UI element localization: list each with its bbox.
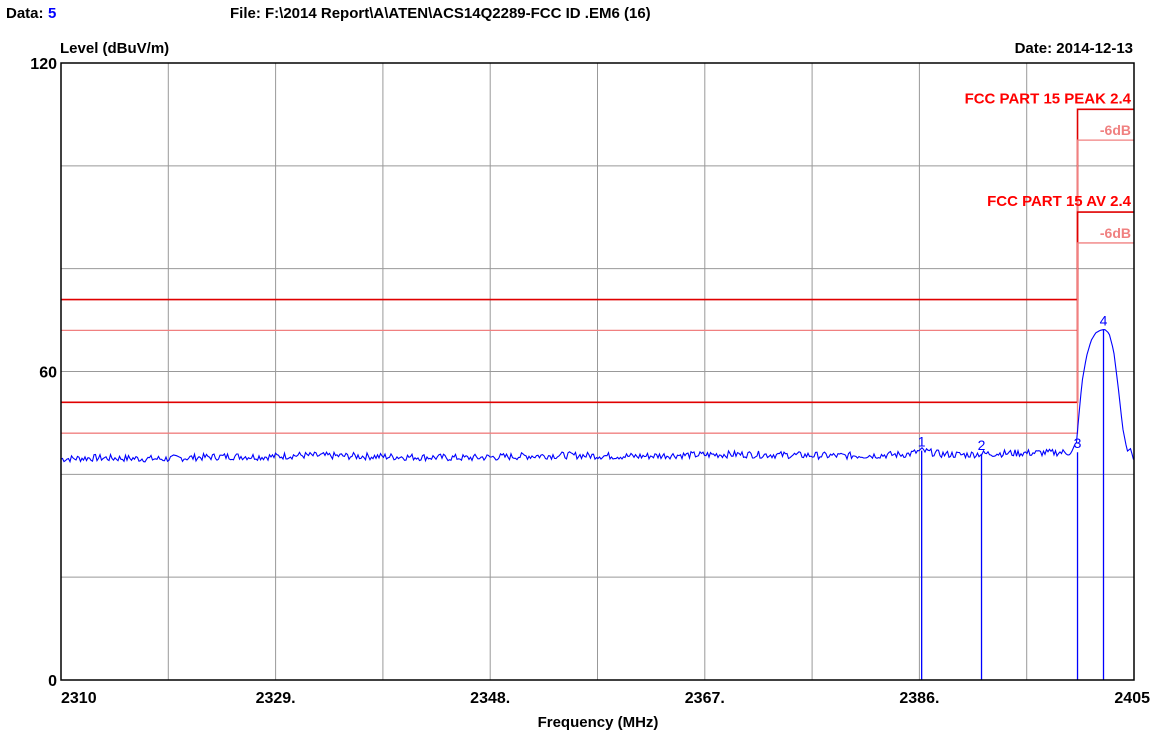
axis-ticks: 2310 2329. 2348. 2367. 2386. 2405 0 60 120	[30, 56, 1150, 707]
markers: 1 2 3 4	[918, 312, 1108, 680]
x-tick-label: 2405	[1114, 690, 1150, 707]
report-date: Date: 2014-12-13	[1015, 40, 1133, 57]
limit-label: FCC PART 15 PEAK 2.4	[965, 90, 1132, 107]
limit-label: FCC PART 15 AV 2.4	[987, 193, 1132, 210]
grid	[60, 62, 1135, 681]
marker-label: 4	[1100, 312, 1108, 328]
marker-label: 1	[918, 434, 926, 450]
marker-label: 3	[1074, 435, 1082, 451]
data-value: 5	[48, 5, 56, 22]
x-tick-label: 2310	[61, 690, 97, 707]
y-tick-label: 120	[30, 56, 57, 73]
limit-lines: FCC PART 15 PEAK 2.4 -6dB FCC PART 15 AV 2…	[61, 90, 1134, 434]
measurement-trace	[60, 329, 1135, 464]
limit-margin-line	[61, 242, 1134, 434]
plot-frame	[60, 62, 1135, 681]
trace	[60, 329, 1135, 464]
marker-label: 2	[978, 437, 986, 453]
limit-margin-label: -6dB	[1100, 122, 1131, 138]
x-tick-label: 2329.	[256, 690, 296, 707]
x-tick-label: 2367.	[685, 690, 725, 707]
data-label: Data:	[6, 5, 44, 22]
y-tick-label: 0	[48, 673, 57, 690]
limit-margin-label: -6dB	[1100, 225, 1131, 241]
y-tick-label: 60	[39, 365, 57, 382]
file-path: File: F:\2014 Report\A\ATEN\ACS14Q2289-F…	[230, 5, 651, 22]
y-axis-label: Level (dBuV/m)	[60, 40, 169, 57]
x-tick-label: 2348.	[470, 690, 510, 707]
x-axis-label: Frequency (MHz)	[538, 714, 659, 731]
x-tick-label: 2386.	[899, 690, 939, 707]
